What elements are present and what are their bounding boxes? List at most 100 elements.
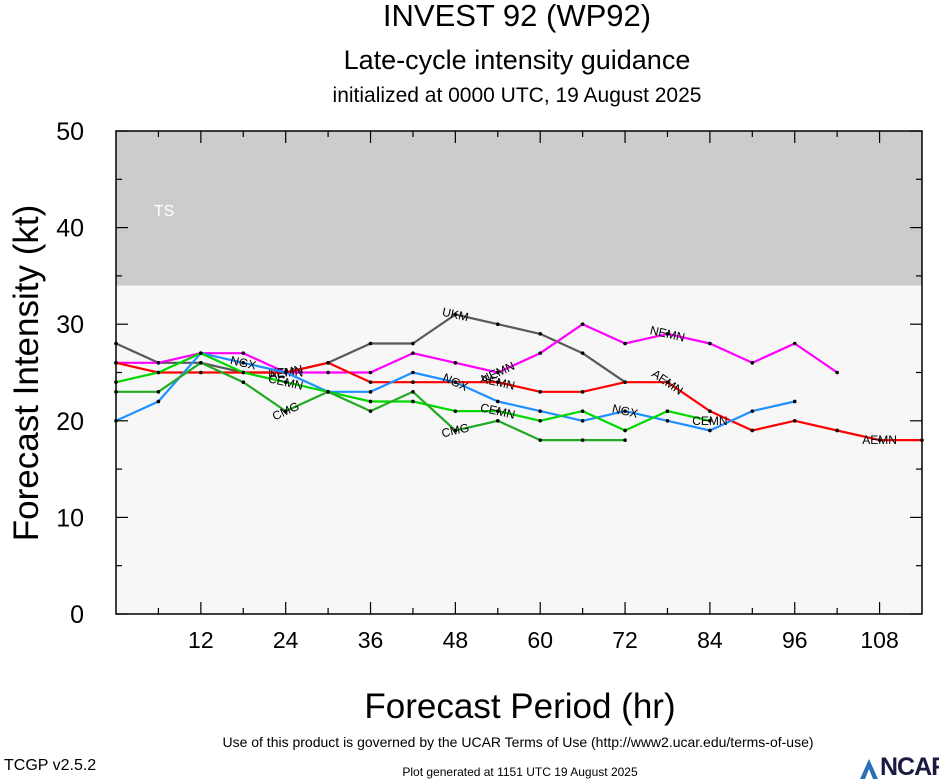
data-point-cemn: [283, 380, 288, 384]
band-label: TS: [154, 203, 174, 220]
data-point-aemn: [623, 380, 627, 384]
data-point-ngx: [156, 399, 161, 404]
data-point-nemn: [453, 361, 458, 365]
y-tick-label: 10: [56, 504, 84, 532]
band-ts: [116, 131, 922, 286]
series-line-nemn: [116, 323, 838, 374]
data-point-aemn: [326, 361, 330, 365]
data-point-ngx: [708, 428, 712, 433]
data-point-cmg: [241, 380, 246, 384]
generated-time: Plot generated at 1151 UTC 19 August 202…: [402, 765, 638, 779]
data-point-aemn: [877, 438, 882, 442]
data-point-aemn: [495, 380, 500, 384]
series-label-ukm: UKM: [441, 305, 470, 325]
x-tick-label: 12: [188, 627, 214, 653]
data-point-cemn: [580, 409, 585, 413]
data-point-cemn: [708, 419, 712, 423]
data-point-nemn: [792, 341, 797, 346]
chart-title: INVEST 92 (WP92): [382, 0, 652, 33]
data-point-ngx: [750, 409, 755, 413]
series-label-ngx: NGX: [611, 401, 639, 420]
data-point-cmg: [411, 390, 415, 394]
data-point-ngx: [411, 370, 415, 375]
data-point-nemn: [156, 361, 161, 365]
data-point-nemn: [580, 322, 585, 327]
data-point-ukm: [368, 341, 373, 346]
series-label-cmg: CMG: [440, 421, 470, 441]
data-point-cemn: [495, 409, 500, 413]
data-point-ukm: [495, 322, 500, 327]
data-point-nemn: [665, 332, 670, 336]
series-label-ngx: NGX: [229, 353, 257, 372]
data-point-cmg: [495, 419, 500, 423]
init-time: initialized at 0000 UTC, 19 August 2025: [332, 84, 702, 107]
data-point-nemn: [326, 370, 330, 375]
chart-subtitle: Late-cycle intensity guidance: [343, 45, 691, 75]
y-tick-label: 40: [56, 215, 84, 243]
data-point-cmg: [326, 390, 330, 394]
series-label-cemn: CEMN: [692, 414, 727, 428]
data-point-cemn: [411, 399, 415, 404]
data-point-cmg: [623, 438, 627, 442]
data-point-aemn: [411, 380, 415, 384]
data-point-cmg: [283, 409, 288, 413]
data-point-ukm: [580, 351, 585, 355]
data-point-ukm: [453, 312, 458, 317]
data-point-ukm: [538, 332, 543, 336]
x-tick-label: 24: [273, 627, 299, 653]
data-point-ngx: [538, 409, 543, 413]
data-point-cemn: [156, 370, 161, 375]
series-label-aemn: AEMN: [862, 433, 897, 447]
data-point-cemn: [199, 351, 203, 355]
data-point-cemn: [453, 409, 458, 413]
data-point-ngx: [453, 380, 458, 384]
data-point-cmg: [199, 361, 203, 365]
data-point-aemn: [580, 390, 585, 394]
data-point-nemn: [835, 370, 839, 375]
x-tick-label: 36: [358, 627, 384, 653]
data-point-ngx: [580, 419, 585, 423]
y-tick-label: 30: [56, 311, 84, 339]
data-point-cemn: [368, 399, 373, 404]
data-point-cmg: [453, 428, 458, 433]
data-point-cemn: [623, 428, 627, 433]
ncar-logo: NCAR: [858, 755, 939, 780]
y-tick-label: 20: [56, 408, 84, 436]
data-point-aemn: [750, 428, 755, 433]
y-tick-label: 0: [70, 601, 84, 629]
ncar-logo-text: NCAR: [880, 753, 939, 781]
x-tick-label: 84: [697, 627, 723, 653]
data-point-aemn: [665, 380, 670, 384]
data-point-nemn: [495, 370, 500, 375]
x-tick-label: 96: [782, 627, 808, 653]
data-point-ngx: [283, 370, 288, 375]
data-point-aemn: [792, 419, 797, 423]
data-point-nemn: [623, 341, 627, 346]
data-point-cemn: [538, 419, 543, 423]
data-point-aemn: [199, 370, 203, 375]
terms-of-use: Use of this product is governed by the U…: [222, 734, 814, 750]
data-point-ngx: [495, 399, 500, 404]
series-line-aemn: [115, 361, 922, 442]
x-tick-label: 72: [612, 627, 638, 653]
data-point-ngx: [241, 361, 246, 365]
data-point-aemn: [835, 428, 839, 433]
data-point-ukm: [411, 341, 415, 346]
y-tick-label: 50: [56, 118, 84, 146]
version-label: TCGP v2.5.2: [4, 757, 97, 774]
data-point-nemn: [241, 351, 246, 355]
data-point-aemn: [538, 390, 543, 394]
data-point-nemn: [708, 341, 712, 346]
data-point-cemn: [241, 370, 246, 375]
data-point-cmg: [156, 390, 161, 394]
data-point-cemn: [665, 409, 670, 413]
data-point-nemn: [750, 361, 755, 365]
x-tick-label: 108: [860, 627, 898, 653]
ncar-logo-mark-icon: [860, 759, 878, 779]
data-point-nemn: [368, 370, 373, 375]
data-point-nemn: [411, 351, 415, 355]
data-point-cmg: [580, 438, 585, 442]
data-point-aemn: [368, 380, 373, 384]
data-point-cmg: [368, 409, 373, 413]
